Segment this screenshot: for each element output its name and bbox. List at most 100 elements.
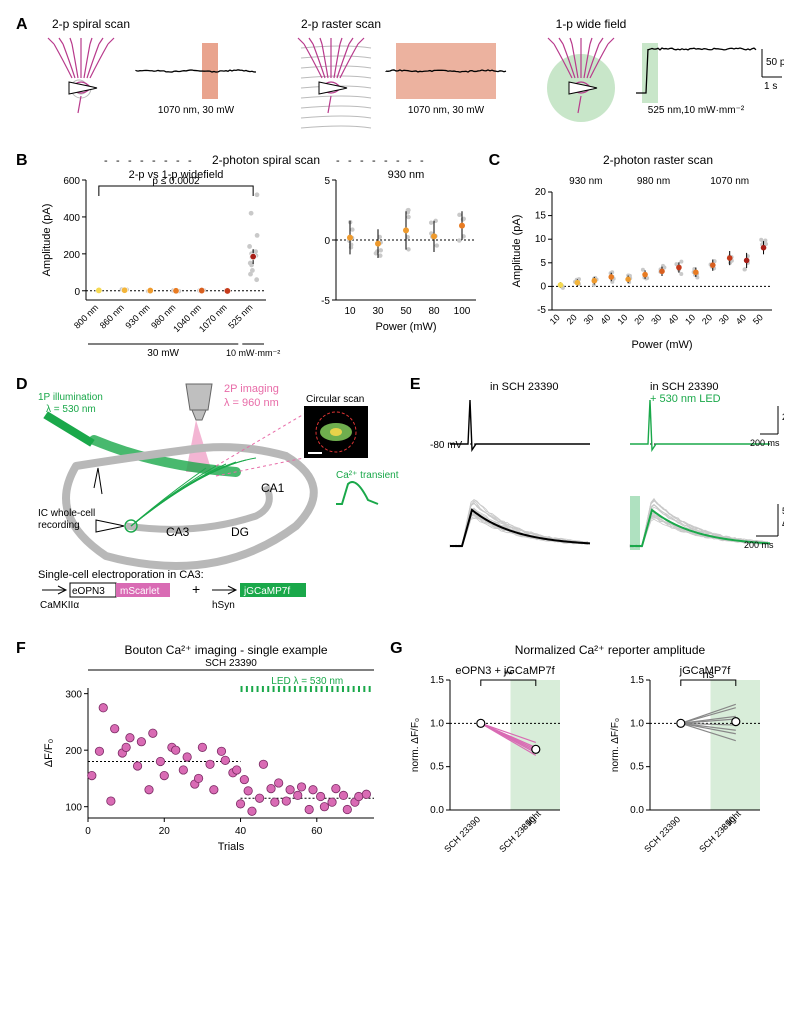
svg-text:525 nm: 525 nm bbox=[226, 302, 254, 330]
svg-text:10: 10 bbox=[683, 312, 697, 326]
svg-text:+ 530 nm LED: + 530 nm LED bbox=[650, 393, 721, 405]
svg-text:20: 20 bbox=[633, 312, 647, 326]
svg-text:525 nm,10 mW·mm⁻²: 525 nm,10 mW·mm⁻² bbox=[647, 105, 744, 116]
svg-text:1.0: 1.0 bbox=[430, 718, 444, 729]
svg-text:-: - bbox=[152, 155, 156, 167]
svg-text:ΔF/F₀: ΔF/F₀ bbox=[782, 518, 784, 528]
svg-text:200 ms: 200 ms bbox=[744, 540, 774, 550]
svg-text:100: 100 bbox=[453, 306, 470, 317]
svg-text:40: 40 bbox=[599, 312, 613, 326]
panel-letter-c: C bbox=[489, 152, 501, 169]
svg-text:800 nm: 800 nm bbox=[72, 302, 100, 330]
svg-text:-5: -5 bbox=[537, 305, 546, 316]
svg-text:0.5: 0.5 bbox=[430, 762, 444, 773]
svg-text:30 mW: 30 mW bbox=[147, 348, 179, 359]
svg-text:200 ms: 200 ms bbox=[750, 438, 780, 448]
svg-text:5: 5 bbox=[541, 258, 547, 269]
panel-fg: F Bouton Ca²⁺ imaging - single exampleSC… bbox=[16, 640, 784, 870]
svg-text:1070 nm: 1070 nm bbox=[711, 176, 750, 187]
svg-text:0.0: 0.0 bbox=[430, 805, 444, 816]
svg-text:860 nm: 860 nm bbox=[97, 302, 125, 330]
svg-text:-: - bbox=[384, 155, 388, 167]
svg-text:1.0: 1.0 bbox=[630, 718, 644, 729]
svg-text:2-photon spiral scan: 2-photon spiral scan bbox=[212, 153, 320, 167]
svg-text:930 nm: 930 nm bbox=[387, 169, 424, 181]
svg-text:1070 nm, 30 mW: 1070 nm, 30 mW bbox=[408, 105, 485, 116]
svg-text:IC whole-cell: IC whole-cell bbox=[38, 508, 95, 519]
svg-text:norm. ΔF/F₀: norm. ΔF/F₀ bbox=[410, 718, 421, 772]
svg-text:400: 400 bbox=[63, 213, 80, 224]
panel-d-svg: 2P imagingλ = 960 nm1P illuminationλ = 5… bbox=[36, 376, 410, 626]
svg-text:0: 0 bbox=[324, 236, 330, 247]
panel-letter-b: B bbox=[16, 152, 28, 169]
svg-text:60: 60 bbox=[311, 826, 323, 837]
svg-text:Trials: Trials bbox=[217, 841, 244, 853]
svg-text:50 %: 50 % bbox=[782, 506, 784, 516]
svg-text:0: 0 bbox=[85, 826, 91, 837]
svg-text:mScarlet: mScarlet bbox=[120, 586, 160, 597]
svg-text:CaMKIIα: CaMKIIα bbox=[40, 600, 79, 611]
svg-text:p ≤ 0.0002: p ≤ 0.0002 bbox=[152, 176, 200, 187]
svg-text:in SCH 23390: in SCH 23390 bbox=[650, 381, 719, 393]
panel-g-svg: Normalized Ca²⁺ reporter amplitudeeOPN3 … bbox=[410, 640, 784, 870]
svg-text:recording: recording bbox=[38, 520, 80, 531]
panel-a: A 2-p spiral scan1070 nm, 30 mW2-p raste… bbox=[16, 16, 784, 146]
svg-text:30: 30 bbox=[582, 312, 596, 326]
svg-text:600: 600 bbox=[63, 176, 80, 187]
svg-text:20: 20 bbox=[700, 312, 714, 326]
svg-text:SCH 23390: SCH 23390 bbox=[205, 658, 257, 669]
svg-text:ΔF/F₀: ΔF/F₀ bbox=[43, 739, 55, 767]
svg-text:1 s: 1 s bbox=[764, 81, 777, 92]
svg-text:Single-cell electroporation in: Single-cell electroporation in CA3: bbox=[38, 569, 204, 581]
svg-text:200: 200 bbox=[65, 746, 82, 757]
svg-text:eOPN3: eOPN3 bbox=[72, 586, 105, 597]
svg-text:980 nm: 980 nm bbox=[637, 176, 670, 187]
svg-text:Amplitude (pA): Amplitude (pA) bbox=[511, 215, 523, 288]
svg-text:30: 30 bbox=[717, 312, 731, 326]
svg-text:Normalized Ca²⁺ reporter ampli: Normalized Ca²⁺ reporter amplitude bbox=[515, 643, 706, 657]
svg-text:20 mV: 20 mV bbox=[782, 412, 784, 422]
svg-text:-5: -5 bbox=[321, 296, 330, 307]
svg-text:+ light: + light bbox=[718, 808, 743, 833]
panel-b-svg: 2-photon spiral scan----------------2-p … bbox=[36, 152, 489, 362]
svg-text:2-photon raster scan: 2-photon raster scan bbox=[603, 153, 713, 167]
svg-text:hSyn: hSyn bbox=[212, 600, 235, 611]
svg-text:1.5: 1.5 bbox=[430, 675, 444, 686]
svg-text:Bouton Ca²⁺ imaging - single e: Bouton Ca²⁺ imaging - single example bbox=[124, 643, 327, 657]
panel-letter-g: G bbox=[390, 640, 402, 657]
svg-text:λ = 960 nm: λ = 960 nm bbox=[224, 397, 279, 409]
svg-text:40: 40 bbox=[666, 312, 680, 326]
panel-e-svg: in SCH 23390in SCH 23390+ 530 nm LED-80 … bbox=[430, 376, 784, 626]
svg-text:10: 10 bbox=[548, 312, 562, 326]
svg-text:-80 mV: -80 mV bbox=[430, 440, 463, 451]
svg-text:5: 5 bbox=[324, 176, 330, 187]
svg-text:10: 10 bbox=[535, 234, 547, 245]
svg-text:100: 100 bbox=[65, 803, 82, 814]
svg-text:SCH 23390: SCH 23390 bbox=[642, 814, 682, 854]
svg-text:10 mW·mm⁻²: 10 mW·mm⁻² bbox=[226, 348, 280, 358]
svg-text:DG: DG bbox=[231, 525, 249, 539]
svg-text:Amplitude (pA): Amplitude (pA) bbox=[41, 204, 53, 277]
svg-text:-: - bbox=[164, 155, 168, 167]
svg-text:200: 200 bbox=[63, 250, 80, 261]
svg-text:-: - bbox=[348, 155, 352, 167]
panel-de: D 2P imagingλ = 960 nm1P illuminationλ =… bbox=[16, 376, 784, 626]
svg-text:-: - bbox=[116, 155, 120, 167]
svg-text:50: 50 bbox=[400, 306, 412, 317]
panel-bc: B 2-photon spiral scan----------------2-… bbox=[16, 152, 784, 362]
svg-text:-: - bbox=[360, 155, 364, 167]
svg-text:15: 15 bbox=[535, 211, 547, 222]
svg-text:CA3: CA3 bbox=[166, 525, 190, 539]
svg-text:0: 0 bbox=[74, 287, 80, 298]
svg-text:in SCH 23390: in SCH 23390 bbox=[490, 381, 559, 393]
svg-text:-: - bbox=[420, 155, 424, 167]
svg-text:-: - bbox=[140, 155, 144, 167]
svg-text:norm. ΔF/F₀: norm. ΔF/F₀ bbox=[610, 718, 621, 772]
svg-text:-: - bbox=[176, 155, 180, 167]
svg-text:-: - bbox=[372, 155, 376, 167]
panel-a-svg: 2-p spiral scan1070 nm, 30 mW2-p raster … bbox=[36, 16, 784, 146]
svg-text:-: - bbox=[128, 155, 132, 167]
svg-text:1-p wide field: 1-p wide field bbox=[555, 17, 626, 31]
svg-text:20: 20 bbox=[535, 187, 547, 198]
svg-text:ns: ns bbox=[702, 669, 714, 681]
